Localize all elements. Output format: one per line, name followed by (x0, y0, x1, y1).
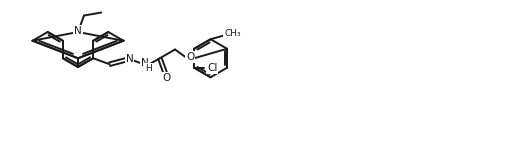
Text: N: N (74, 26, 82, 36)
Text: N: N (140, 58, 148, 68)
Text: Cl: Cl (207, 63, 218, 73)
Text: H: H (145, 64, 152, 73)
Text: O: O (163, 73, 171, 83)
Text: O: O (186, 52, 194, 62)
Text: CH₃: CH₃ (224, 29, 241, 38)
Text: N: N (125, 54, 134, 64)
